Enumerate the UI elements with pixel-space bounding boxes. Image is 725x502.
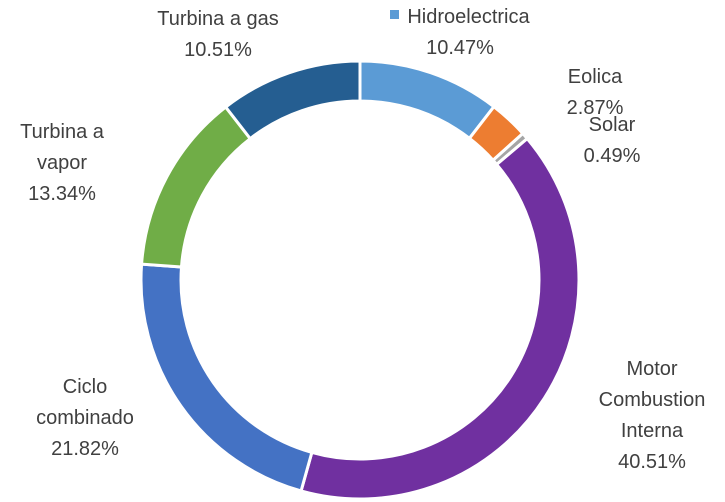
data-label: Solar 0.49% xyxy=(562,110,662,172)
category-label: Solar xyxy=(562,110,662,141)
donut-segment xyxy=(223,59,362,141)
category-label: Turbina a vapor xyxy=(2,117,122,179)
donut-segment xyxy=(139,262,314,493)
category-text: Turbina a vapor xyxy=(20,121,104,174)
category-text: Ciclo combinado xyxy=(36,376,134,429)
value-label: 40.51% xyxy=(618,451,686,473)
data-label: Turbina a gas 10.51% xyxy=(133,4,303,66)
donut-segment xyxy=(139,104,253,269)
value-label: 10.51% xyxy=(184,39,252,61)
donut-segment xyxy=(299,136,581,501)
category-text: Eolica xyxy=(567,66,623,88)
category-label: Hidroelectrica xyxy=(330,2,590,33)
value-label: 21.82% xyxy=(51,438,119,460)
data-label: Ciclo combinado 21.82% xyxy=(20,372,150,465)
data-label: Motor Combustion Interna 40.51% xyxy=(582,354,722,478)
category-label: Eolica xyxy=(545,62,645,93)
value-label: 2.87% xyxy=(566,97,624,119)
category-text: Turbina a gas xyxy=(157,8,279,30)
data-label: Hidroelectrica 10.47% xyxy=(330,2,590,64)
category-label: Ciclo combinado xyxy=(20,372,150,434)
value-label: 13.34% xyxy=(28,183,96,205)
donut-segment xyxy=(358,59,496,141)
category-text: Solar xyxy=(588,114,636,136)
data-label: Eolica 2.87% xyxy=(545,62,645,124)
legend-key xyxy=(390,10,400,20)
category-text: Hidroelectrica xyxy=(407,6,530,28)
category-label: Motor Combustion Interna xyxy=(582,354,722,447)
category-text: Motor Combustion Interna xyxy=(598,358,706,442)
category-label: Turbina a gas xyxy=(133,4,303,35)
data-label: Turbina a vapor 13.34% xyxy=(2,117,122,210)
value-label: 0.49% xyxy=(583,145,641,167)
value-label: 10.47% xyxy=(426,37,494,59)
